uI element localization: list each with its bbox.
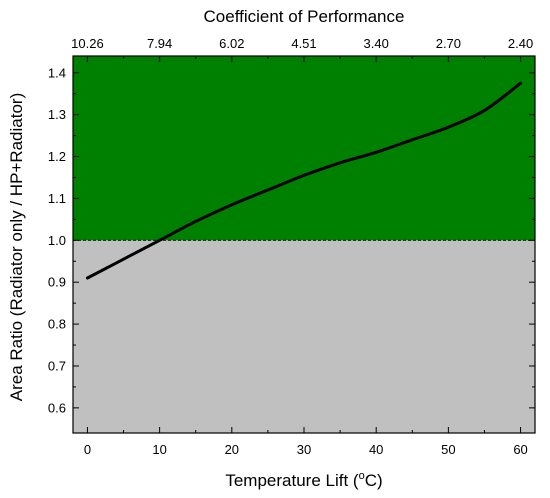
x-tick-label: 10: [152, 442, 166, 457]
top-tick-label: 6.02: [219, 36, 244, 51]
region-above-threshold: [73, 56, 535, 241]
y-axis-title: Area Ratio (Radiator only / HP+Radiator): [7, 93, 26, 402]
top-tick-label: 7.94: [147, 36, 172, 51]
x-tick-label: 20: [225, 442, 239, 457]
tick-labels: 0 10 20 30 40 50 60 10.26 7.94 6.02 4.51 3.40 2.70 2.…: [48, 36, 533, 457]
y-tick-label: 1.2: [48, 149, 66, 164]
region-below-threshold: [73, 240, 535, 433]
x-axis-title: Temperature Lift (oC): [225, 470, 382, 490]
y-tick-label: 0.9: [48, 275, 66, 290]
y-tick-label: 0.8: [48, 317, 66, 332]
y-tick-label: 0.7: [48, 358, 66, 373]
y-tick-label: 1.1: [48, 191, 66, 206]
x-tick-label: 40: [369, 442, 383, 457]
top-tick-label: 4.51: [291, 36, 316, 51]
y-tick-label: 0.6: [48, 400, 66, 415]
series-line: [85, 81, 523, 280]
x-tick-label: 0: [84, 442, 91, 457]
x-tick-label: 60: [513, 442, 527, 457]
y-tick-label: 1.0: [48, 233, 66, 248]
top-tick-label: 3.40: [364, 36, 389, 51]
x-axis-title-text: Temperature Lift (: [225, 471, 359, 490]
top-tick-label: 2.40: [508, 36, 533, 51]
top-tick-label: 10.26: [71, 36, 104, 51]
x-tick-label: 50: [441, 442, 455, 457]
x-axis-title-unit: C): [365, 471, 383, 490]
x-tick-label: 30: [297, 442, 311, 457]
y-tick-label: 1.4: [48, 65, 66, 80]
top-tick-label: 2.70: [436, 36, 461, 51]
top-axis-title: Coefficient of Performance: [204, 7, 405, 26]
plot-frame: [72, 55, 536, 434]
y-tick-label: 1.3: [48, 107, 66, 122]
x-axis-title-superscript: o: [359, 470, 365, 482]
